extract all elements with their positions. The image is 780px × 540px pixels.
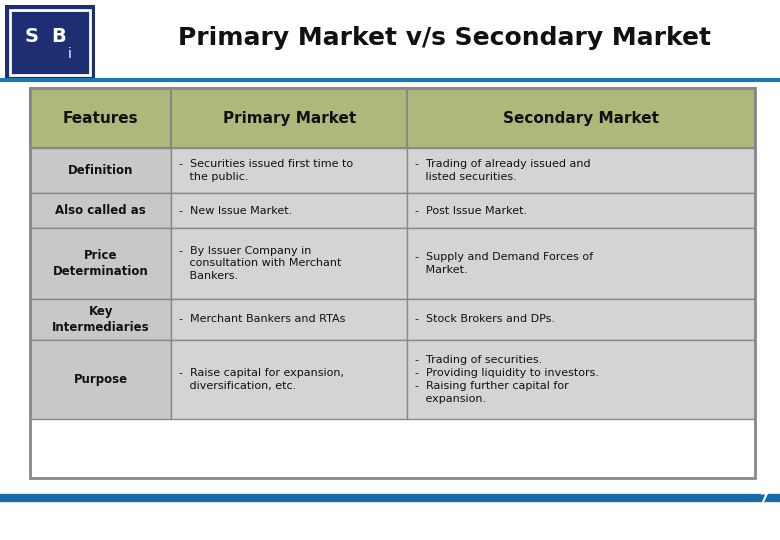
Text: Secondary Market: Secondary Market <box>503 111 659 126</box>
Bar <box>30 228 172 299</box>
Bar <box>407 193 755 228</box>
Text: Price
Determination: Price Determination <box>53 249 148 278</box>
Bar <box>172 228 407 299</box>
Bar <box>172 340 407 420</box>
Text: Primary Market: Primary Market <box>222 111 356 126</box>
Text: 7: 7 <box>759 492 768 505</box>
Text: Primary Market v/s Secondary Market: Primary Market v/s Secondary Market <box>178 26 711 50</box>
Bar <box>30 193 172 228</box>
Text: S: S <box>25 27 39 46</box>
Text: -  Supply and Demand Forces of
   Market.: - Supply and Demand Forces of Market. <box>415 252 593 275</box>
Text: -  Merchant Bankers and RTAs: - Merchant Bankers and RTAs <box>179 314 346 324</box>
Text: -  Raise capital for expansion,
   diversification, etc.: - Raise capital for expansion, diversifi… <box>179 368 345 391</box>
Text: -  By Issuer Company in
   consultation with Merchant
   Bankers.: - By Issuer Company in consultation with… <box>179 246 342 281</box>
Text: Key
Intermediaries: Key Intermediaries <box>52 305 150 334</box>
Text: -  Post Issue Market.: - Post Issue Market. <box>415 206 527 216</box>
Bar <box>30 88 755 478</box>
Bar <box>10 10 90 75</box>
Bar <box>407 228 755 299</box>
Text: Purpose: Purpose <box>73 373 128 386</box>
Bar <box>30 340 172 420</box>
Text: -  New Issue Market.: - New Issue Market. <box>179 206 292 216</box>
Bar <box>172 88 407 149</box>
Bar <box>407 88 755 149</box>
Text: -  Securities issued first time to
   the public.: - Securities issued first time to the pu… <box>179 159 353 183</box>
Bar <box>172 193 407 228</box>
Text: -  Trading of securities.
-  Providing liquidity to investors.
-  Raising furthe: - Trading of securities. - Providing liq… <box>415 355 599 404</box>
Text: i: i <box>68 47 72 60</box>
Bar <box>172 299 407 340</box>
Bar <box>5 5 95 80</box>
Bar <box>30 299 172 340</box>
Bar <box>172 148 407 193</box>
Text: Also called as: Also called as <box>55 204 146 217</box>
Text: Features: Features <box>63 111 139 126</box>
Text: B: B <box>51 27 66 46</box>
Bar <box>30 148 172 193</box>
Bar <box>407 148 755 193</box>
Text: -  Stock Brokers and DPs.: - Stock Brokers and DPs. <box>415 314 555 324</box>
Bar <box>407 299 755 340</box>
Text: -  Trading of already issued and
   listed securities.: - Trading of already issued and listed s… <box>415 159 590 183</box>
Bar <box>30 88 172 149</box>
Text: Definition: Definition <box>68 164 133 177</box>
Bar <box>407 340 755 420</box>
